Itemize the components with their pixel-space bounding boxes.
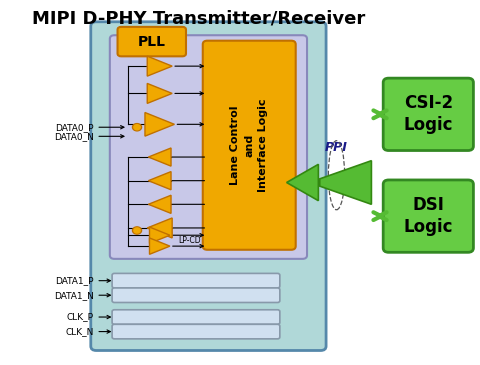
- Text: CSI-2
Logic: CSI-2 Logic: [404, 94, 453, 134]
- FancyBboxPatch shape: [112, 310, 280, 324]
- Text: DATA1_P: DATA1_P: [56, 276, 94, 285]
- Polygon shape: [147, 218, 172, 238]
- FancyBboxPatch shape: [383, 78, 473, 150]
- FancyBboxPatch shape: [112, 288, 280, 303]
- Polygon shape: [149, 227, 170, 243]
- Text: MIPI D-PHY Transmitter/Receiver: MIPI D-PHY Transmitter/Receiver: [32, 10, 365, 28]
- Circle shape: [134, 228, 140, 233]
- Text: LP-CD: LP-CD: [178, 236, 201, 245]
- Text: DSI
Logic: DSI Logic: [404, 196, 453, 236]
- FancyBboxPatch shape: [112, 324, 280, 339]
- Circle shape: [132, 227, 142, 234]
- Polygon shape: [148, 195, 171, 214]
- Polygon shape: [149, 238, 170, 254]
- FancyBboxPatch shape: [383, 180, 473, 252]
- Text: CLK_N: CLK_N: [66, 327, 94, 336]
- Polygon shape: [148, 172, 171, 190]
- Circle shape: [134, 125, 140, 130]
- FancyBboxPatch shape: [110, 35, 307, 259]
- FancyBboxPatch shape: [118, 27, 186, 56]
- Text: DATA1_N: DATA1_N: [54, 291, 94, 300]
- Polygon shape: [287, 164, 318, 201]
- Text: PLL: PLL: [138, 35, 166, 49]
- Polygon shape: [145, 112, 174, 136]
- Polygon shape: [320, 161, 372, 204]
- Polygon shape: [148, 148, 171, 166]
- FancyBboxPatch shape: [203, 41, 296, 250]
- FancyBboxPatch shape: [112, 273, 280, 288]
- Text: DATA0_N: DATA0_N: [54, 132, 94, 141]
- Text: DATA0_P: DATA0_P: [56, 123, 94, 132]
- Polygon shape: [147, 84, 172, 103]
- Text: PPI: PPI: [325, 142, 348, 154]
- Text: CLK_P: CLK_P: [67, 312, 94, 322]
- Polygon shape: [147, 56, 172, 76]
- Text: Lane Control
and
Interface Logic: Lane Control and Interface Logic: [230, 99, 268, 192]
- FancyBboxPatch shape: [91, 22, 326, 350]
- Circle shape: [132, 124, 142, 131]
